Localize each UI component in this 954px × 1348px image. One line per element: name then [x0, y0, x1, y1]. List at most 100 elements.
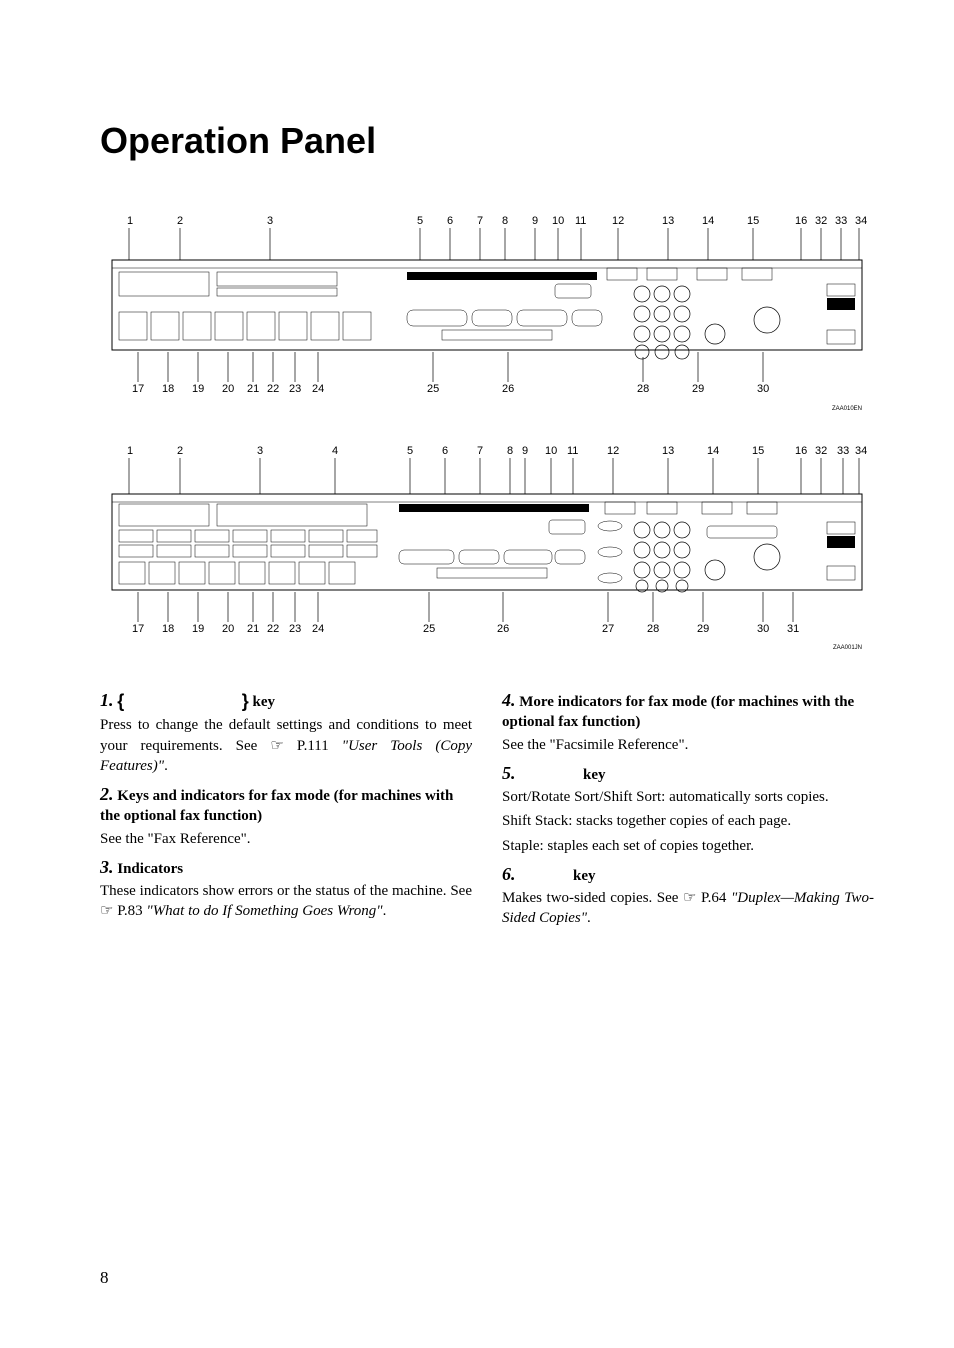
svg-text:2: 2	[177, 445, 183, 457]
svg-text:21: 21	[247, 623, 259, 635]
svg-text:8: 8	[502, 215, 508, 227]
operation-panel-figure-1: 1 2 3 5 6 7 8 9 10 11 12 13 14 15 16 32 …	[100, 212, 874, 412]
item-1-body: Press to change the default settings and…	[100, 715, 472, 776]
svg-text:11: 11	[567, 445, 578, 457]
svg-text:16: 16	[795, 445, 807, 457]
svg-text:22: 22	[267, 383, 279, 395]
item-number: 1.	[100, 690, 114, 710]
svg-text:9: 9	[532, 215, 538, 227]
panel-diagram-1: 1 2 3 5 6 7 8 9 10 11 12 13 14 15 16 32 …	[107, 212, 867, 412]
svg-text:10: 10	[552, 215, 564, 227]
svg-text:32: 32	[815, 445, 827, 457]
page-title: Operation Panel	[100, 120, 874, 162]
svg-text:32: 32	[815, 215, 827, 227]
svg-text:28: 28	[637, 383, 649, 395]
svg-text:26: 26	[497, 623, 509, 635]
item-5-body-2: Shift Stack: stacks together copies of e…	[502, 811, 874, 831]
svg-text:17: 17	[132, 383, 144, 395]
item-2-body: See the "Fax Reference".	[100, 829, 472, 849]
item-4-body: See the "Facsimile Reference".	[502, 735, 874, 755]
svg-text:3: 3	[257, 445, 263, 457]
svg-text:1: 1	[127, 445, 133, 457]
svg-text:14: 14	[702, 215, 714, 227]
item-3-head: 3. Indicators	[100, 855, 472, 879]
item-5-body-3: Staple: staples each set of copies toget…	[502, 836, 874, 856]
svg-text:14: 14	[707, 445, 719, 457]
item-1-head: 1. { } key	[100, 688, 472, 713]
svg-text:15: 15	[752, 445, 764, 457]
item-6-label: key	[573, 868, 596, 884]
item-2-label: Keys and indicators for fax mode (for ma…	[100, 788, 453, 824]
item-1-label: key	[253, 694, 276, 710]
item-5-label: key	[583, 767, 606, 783]
item-5-body-1: Sort/Rotate Sort/Shift Sort: automatical…	[502, 787, 874, 807]
item-6-body: Makes two-sided copies. See ☞ P.64 "Dupl…	[502, 888, 874, 929]
svg-text:15: 15	[747, 215, 759, 227]
svg-text:24: 24	[312, 623, 324, 635]
svg-text:7: 7	[477, 445, 483, 457]
svg-text:24: 24	[312, 383, 324, 395]
operation-panel-figure-2: 1 2 3 4 5 6 7 8 9 10 11 12 13 14 15 16 3…	[100, 442, 874, 652]
svg-text:5: 5	[417, 215, 423, 227]
description-columns: 1. { } key Press to change the default s…	[100, 682, 874, 933]
item-number: 6.	[502, 864, 516, 884]
svg-text:1: 1	[127, 215, 133, 227]
left-column: 1. { } key Press to change the default s…	[100, 682, 472, 933]
svg-text:25: 25	[423, 623, 435, 635]
right-column: 4. More indicators for fax mode (for mac…	[502, 682, 874, 933]
svg-text:6: 6	[447, 215, 453, 227]
svg-text:18: 18	[162, 383, 174, 395]
svg-text:13: 13	[662, 215, 674, 227]
item-number: 2.	[100, 784, 114, 804]
svg-text:26: 26	[502, 383, 514, 395]
svg-text:6: 6	[442, 445, 448, 457]
item-6-head: 6. key	[502, 862, 874, 886]
item-5-head: 5. key	[502, 761, 874, 785]
svg-text:9: 9	[522, 445, 528, 457]
svg-text:22: 22	[267, 623, 279, 635]
item-number: 5.	[502, 763, 516, 783]
item-number: 3.	[100, 857, 114, 877]
item-3-body: These indicators show errors or the stat…	[100, 881, 472, 922]
svg-text:34: 34	[855, 215, 867, 227]
svg-text:11: 11	[575, 215, 586, 227]
svg-text:21: 21	[247, 383, 259, 395]
svg-text:25: 25	[427, 383, 439, 395]
svg-text:5: 5	[407, 445, 413, 457]
svg-text:13: 13	[662, 445, 674, 457]
svg-text:12: 12	[612, 215, 624, 227]
svg-text:4: 4	[332, 445, 338, 457]
svg-text:28: 28	[647, 623, 659, 635]
svg-text:20: 20	[222, 383, 234, 395]
svg-text:23: 23	[289, 623, 301, 635]
svg-text:33: 33	[837, 445, 849, 457]
svg-text:30: 30	[757, 623, 769, 635]
svg-text:3: 3	[267, 215, 273, 227]
svg-text:2: 2	[177, 215, 183, 227]
panel-diagram-2: 1 2 3 4 5 6 7 8 9 10 11 12 13 14 15 16 3…	[107, 442, 867, 652]
item-2-head: 2. Keys and indicators for fax mode (for…	[100, 782, 472, 827]
svg-text:29: 29	[697, 623, 709, 635]
svg-text:33: 33	[835, 215, 847, 227]
svg-text:20: 20	[222, 623, 234, 635]
figure-code-2: ZAA001JN	[833, 645, 862, 651]
svg-text:16: 16	[795, 215, 807, 227]
item-3-label: Indicators	[117, 861, 183, 877]
left-bracket-icon: {	[117, 691, 124, 711]
svg-text:23: 23	[289, 383, 301, 395]
page-number: 8	[100, 1268, 109, 1288]
svg-text:12: 12	[607, 445, 619, 457]
svg-text:30: 30	[757, 383, 769, 395]
item-number: 4.	[502, 690, 516, 710]
svg-text:29: 29	[692, 383, 704, 395]
item-4-label: More indicators for fax mode (for machin…	[502, 694, 854, 730]
item-4-head: 4. More indicators for fax mode (for mac…	[502, 688, 874, 733]
svg-text:19: 19	[192, 383, 204, 395]
figure-code-1: ZAA010EN	[832, 406, 862, 412]
svg-text:8: 8	[507, 445, 513, 457]
svg-text:19: 19	[192, 623, 204, 635]
svg-text:17: 17	[132, 623, 144, 635]
svg-text:27: 27	[602, 623, 614, 635]
svg-text:7: 7	[477, 215, 483, 227]
svg-text:18: 18	[162, 623, 174, 635]
